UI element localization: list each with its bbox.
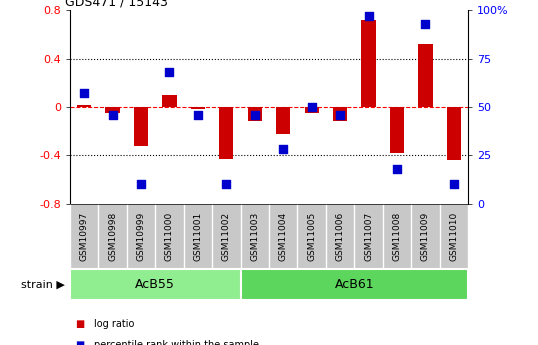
Text: strain ▶: strain ▶ bbox=[20, 280, 65, 289]
Point bbox=[165, 69, 174, 75]
Text: GSM11008: GSM11008 bbox=[392, 212, 401, 261]
Bar bbox=[333, 107, 347, 121]
Text: GSM11000: GSM11000 bbox=[165, 212, 174, 261]
Point bbox=[421, 21, 430, 27]
Point bbox=[137, 181, 145, 187]
Bar bbox=[220, 107, 233, 159]
Text: GSM10998: GSM10998 bbox=[108, 212, 117, 261]
Point bbox=[222, 181, 231, 187]
Point bbox=[80, 91, 88, 96]
Bar bbox=[247, 107, 262, 121]
Bar bbox=[134, 107, 148, 146]
Point bbox=[450, 181, 458, 187]
Point bbox=[336, 112, 344, 117]
Bar bbox=[240, 269, 468, 300]
Bar bbox=[418, 44, 433, 107]
Text: GSM10999: GSM10999 bbox=[137, 212, 146, 261]
Bar bbox=[305, 107, 318, 113]
Text: GSM11004: GSM11004 bbox=[279, 212, 288, 261]
Point bbox=[307, 104, 316, 110]
Text: log ratio: log ratio bbox=[94, 319, 134, 329]
Point bbox=[393, 166, 401, 171]
Text: ■: ■ bbox=[75, 319, 84, 329]
Point bbox=[108, 112, 117, 117]
Point bbox=[251, 112, 259, 117]
Text: GSM11010: GSM11010 bbox=[449, 212, 458, 261]
Text: GSM11005: GSM11005 bbox=[307, 212, 316, 261]
Bar bbox=[390, 107, 404, 153]
Text: AcB61: AcB61 bbox=[335, 278, 374, 291]
Text: GDS471 / 15143: GDS471 / 15143 bbox=[65, 0, 167, 9]
Bar bbox=[77, 105, 91, 107]
Text: ■: ■ bbox=[75, 340, 84, 345]
Bar bbox=[191, 107, 205, 109]
Point bbox=[364, 13, 373, 19]
Bar bbox=[362, 20, 376, 107]
Text: GSM11007: GSM11007 bbox=[364, 212, 373, 261]
Text: GSM10997: GSM10997 bbox=[80, 212, 89, 261]
Point bbox=[194, 112, 202, 117]
Bar bbox=[70, 269, 240, 300]
Text: percentile rank within the sample: percentile rank within the sample bbox=[94, 340, 259, 345]
Text: GSM11006: GSM11006 bbox=[336, 212, 345, 261]
Text: GSM11003: GSM11003 bbox=[250, 212, 259, 261]
Text: AcB55: AcB55 bbox=[136, 278, 175, 291]
Text: GSM11001: GSM11001 bbox=[193, 212, 202, 261]
Bar bbox=[276, 107, 291, 134]
Text: GSM11002: GSM11002 bbox=[222, 212, 231, 261]
Point bbox=[279, 147, 287, 152]
Bar bbox=[162, 95, 176, 107]
Bar bbox=[105, 107, 119, 113]
Bar bbox=[447, 107, 461, 160]
Text: GSM11009: GSM11009 bbox=[421, 212, 430, 261]
